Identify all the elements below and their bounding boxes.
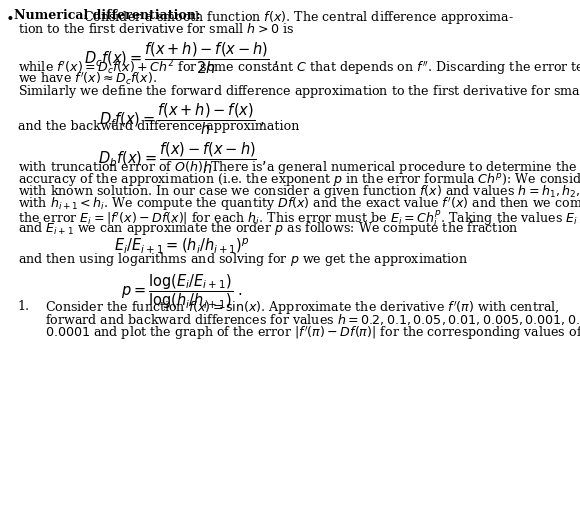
- Text: $D_f f(x) = \dfrac{f(x+h) - f(x)}{h}\ ,$: $D_f f(x) = \dfrac{f(x+h) - f(x)}{h}\ ,$: [99, 101, 264, 137]
- Text: forward and backward differences for values $h = 0.2, 0.1, 0.05, 0.01, 0.005, 0.: forward and backward differences for val…: [45, 311, 580, 327]
- Text: accuracy of the approximation (i.e. the exponent $p$ in the error formula $Ch^p$: accuracy of the approximation (i.e. the …: [17, 171, 580, 188]
- Text: Similarly we define the forward difference approximation to the first derivative: Similarly we define the forward differen…: [17, 83, 580, 100]
- Text: Numerical differentiation:: Numerical differentiation:: [13, 9, 200, 22]
- Text: $\bullet$: $\bullet$: [5, 9, 13, 23]
- Text: 1.: 1.: [17, 300, 30, 312]
- Text: tion to the first derivative for small $h > 0$ is: tion to the first derivative for small $…: [17, 22, 293, 36]
- Text: and then using logarithms and solving for $p$ we get the approximation: and then using logarithms and solving fo…: [17, 251, 467, 268]
- Text: with truncation error of $O(h)$. There is a general numerical procedure to deter: with truncation error of $O(h)$. There i…: [17, 159, 580, 176]
- Text: we have $f'(x) \approx D_c f(x)$.: we have $f'(x) \approx D_c f(x)$.: [17, 71, 157, 87]
- Text: while $f'(x) = D_c f(x) + Ch^2$ for some constant $C$ that depends on $f''$. Dis: while $f'(x) = D_c f(x) + Ch^2$ for some…: [17, 58, 580, 78]
- Text: the error $E_i = |f'(x) - Df(x)|$ for each $h_i$. This error must be $E_i = Ch_i: the error $E_i = |f'(x) - Df(x)|$ for ea…: [17, 207, 577, 227]
- Text: and the backward difference approximation: and the backward difference approximatio…: [17, 119, 299, 133]
- Text: $E_i/E_{i+1} = (h_i/h_{i+1})^p$: $E_i/E_{i+1} = (h_i/h_{i+1})^p$: [114, 236, 249, 254]
- Text: $p = \dfrac{\log(E_i/E_{i+1})}{\log(h_i/h_{i+1})}\ .$: $p = \dfrac{\log(E_i/E_{i+1})}{\log(h_i/…: [121, 272, 242, 311]
- Text: with known solution. In our case we consider a given function $f(x)$ and values : with known solution. In our case we cons…: [17, 183, 580, 200]
- Text: $D_c f(x) = \dfrac{f(x+h) - f(x-h)}{2h}\ ,$: $D_c f(x) = \dfrac{f(x+h) - f(x-h)}{2h}\…: [84, 40, 279, 76]
- Text: and $E_{i+1}$ we can approximate the order $p$ as follows: We compute the fracti: and $E_{i+1}$ we can approximate the ord…: [17, 220, 517, 237]
- Text: with $h_{i+1} < h_i$. We compute the quantity $Df(x)$ and the exact value $f'(x): with $h_{i+1} < h_i$. We compute the qua…: [17, 196, 580, 213]
- Text: $D_b f(x) = \dfrac{f(x) - f(x-h)}{h}\ ,$: $D_b f(x) = \dfrac{f(x) - f(x-h)}{h}\ ,$: [97, 140, 266, 176]
- Text: Consider the function $f(x) = \sin(x)$. Approximate the derivative $f'(\pi)$ wit: Consider the function $f(x) = \sin(x)$. …: [45, 300, 559, 317]
- Text: $0.0001$ and plot the graph of the error $|f'(\pi) - Df(\pi)|$ for the correspon: $0.0001$ and plot the graph of the error…: [45, 324, 580, 341]
- Text: Consider a smooth function $f(x)$. The central difference approxima-: Consider a smooth function $f(x)$. The c…: [78, 9, 513, 26]
